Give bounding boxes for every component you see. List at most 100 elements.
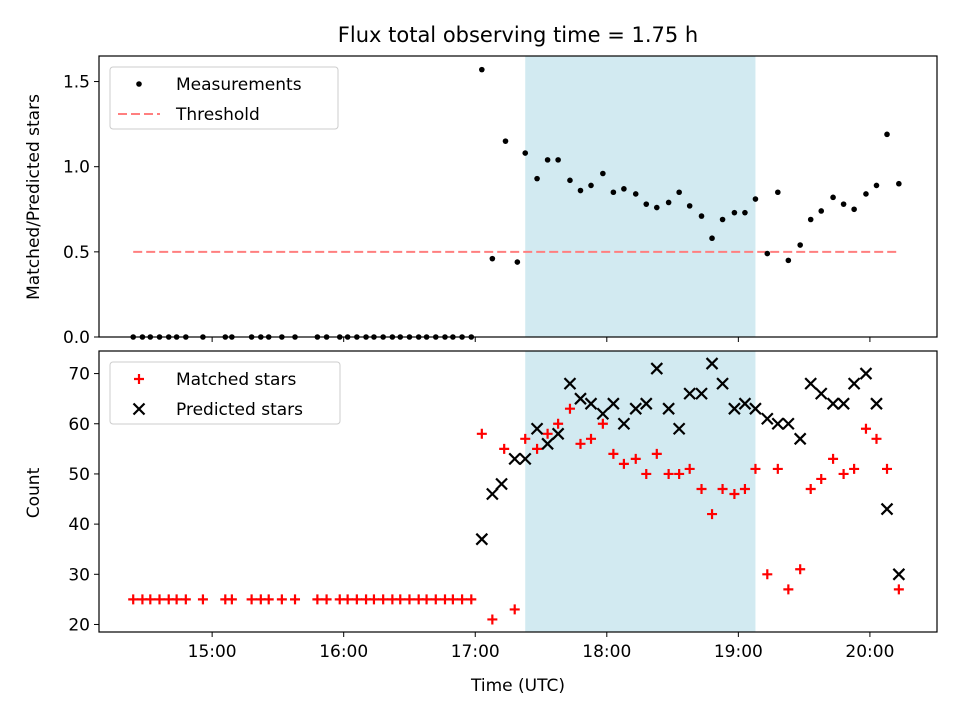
predicted-star-point	[662, 402, 675, 415]
legend-marker-swatch	[136, 81, 142, 87]
predicted-star-point	[870, 397, 883, 410]
matched-star-point	[805, 483, 816, 494]
predicted-star-point	[771, 417, 785, 431]
predicted-star-point	[508, 452, 521, 466]
matched-star-point	[828, 453, 839, 464]
predicted-star-point	[782, 417, 795, 431]
matched-star-point	[641, 468, 652, 479]
matched-star-point	[663, 468, 674, 479]
predicted-star-point	[518, 452, 532, 466]
count-panel: 20 30 40 50 60 70 15:00 16:00 17:00 18:00 19:00 20:…	[68, 350, 938, 662]
y-tick-label: 20	[68, 615, 90, 635]
y-tick-label: 0.5	[63, 243, 90, 263]
observing-interval-shade	[525, 56, 756, 337]
measurement-point	[884, 131, 890, 138]
predicted-star-point	[880, 502, 894, 516]
measurement-point	[502, 138, 509, 144]
measurement-point	[514, 259, 521, 265]
predicted-star-point	[761, 412, 774, 426]
predicted-star-point	[728, 402, 741, 415]
measurement-point	[731, 209, 738, 216]
predicted-star-point	[639, 397, 653, 410]
measurement-point	[807, 216, 814, 223]
y-tick-label: 30	[68, 565, 90, 585]
matched-star-point	[368, 594, 379, 605]
measurement-point	[797, 242, 803, 248]
measurement-point	[742, 209, 748, 216]
x-tick-label: 15:00	[188, 642, 237, 662]
matched-star-point	[171, 594, 182, 605]
matched-star-point	[321, 594, 332, 605]
legend-label: Predicted stars	[176, 400, 303, 420]
matched-star-point	[312, 594, 323, 605]
observing-interval-shade	[525, 351, 756, 632]
predicted-star-point	[650, 362, 664, 375]
predicted-star-point	[530, 422, 544, 436]
predicted-star-point	[607, 397, 620, 410]
matched-star-point	[871, 433, 882, 444]
measurement-point	[818, 208, 825, 214]
matched-star-point	[520, 433, 531, 444]
measurement-point	[544, 157, 551, 163]
matched-star-point	[532, 443, 543, 454]
measurement-point	[665, 199, 672, 206]
matched-star-point	[816, 473, 827, 484]
measurement-point	[698, 213, 705, 219]
matched-star-point	[263, 594, 274, 605]
matched-star-point	[476, 428, 487, 439]
matched-star-point	[487, 614, 498, 625]
matched-star-point	[772, 463, 783, 474]
measurement-point	[600, 170, 606, 177]
measurement-point	[522, 150, 529, 156]
matched-star-point	[509, 604, 520, 615]
matched-star-point	[351, 594, 362, 605]
matched-star-point	[630, 453, 641, 464]
predicted-star-point	[617, 417, 631, 431]
legend-marker-swatch	[132, 402, 146, 416]
matched-star-point	[430, 594, 441, 605]
matched-star-point	[860, 423, 871, 434]
matched-star-point	[542, 428, 553, 439]
y-tick-label: 70	[68, 365, 90, 385]
measurement-point	[709, 235, 715, 242]
legend-box	[109, 361, 341, 425]
predicted-star-point	[826, 397, 840, 410]
measurement-point	[610, 189, 617, 196]
matched-star-point	[154, 594, 165, 605]
matched-star-point	[739, 483, 750, 494]
legend-label: Matched stars	[176, 370, 296, 390]
legend-label: Measurements	[176, 75, 302, 95]
matched-star-point	[290, 594, 301, 605]
matched-star-point	[750, 463, 761, 474]
matched-star-point	[499, 443, 510, 454]
predicted-star-point	[629, 402, 643, 415]
matched-star-point	[197, 594, 208, 605]
matched-star-point	[145, 594, 156, 605]
measurement-point	[555, 157, 561, 163]
matched-star-point	[849, 463, 860, 474]
predicted-star-point	[541, 437, 554, 451]
matched-star-point	[762, 569, 773, 580]
measurement-point	[851, 206, 857, 213]
measurement-point	[621, 186, 627, 192]
matched-star-point	[674, 468, 685, 479]
matched-star-point	[717, 483, 728, 494]
matched-star-point	[457, 594, 468, 605]
measurement-point	[643, 201, 650, 207]
measurement-point	[588, 182, 594, 189]
matched-star-point	[684, 463, 695, 474]
matched-star-point	[586, 433, 597, 444]
matched-star-point	[707, 509, 718, 520]
predicted-star-point	[574, 392, 587, 405]
x-tick-label: 16:00	[319, 642, 368, 662]
matched-star-point	[564, 403, 575, 414]
y-tick-label: 40	[68, 515, 90, 535]
x-tick-label: 18:00	[582, 642, 631, 662]
x-tick-label: 20:00	[845, 642, 894, 662]
matched-star-point	[882, 463, 893, 474]
predicted-star-point	[804, 377, 817, 390]
legend-box	[109, 66, 339, 130]
matched-star-point	[575, 438, 586, 449]
measurement-point	[653, 204, 660, 211]
measurement-point	[489, 255, 496, 262]
